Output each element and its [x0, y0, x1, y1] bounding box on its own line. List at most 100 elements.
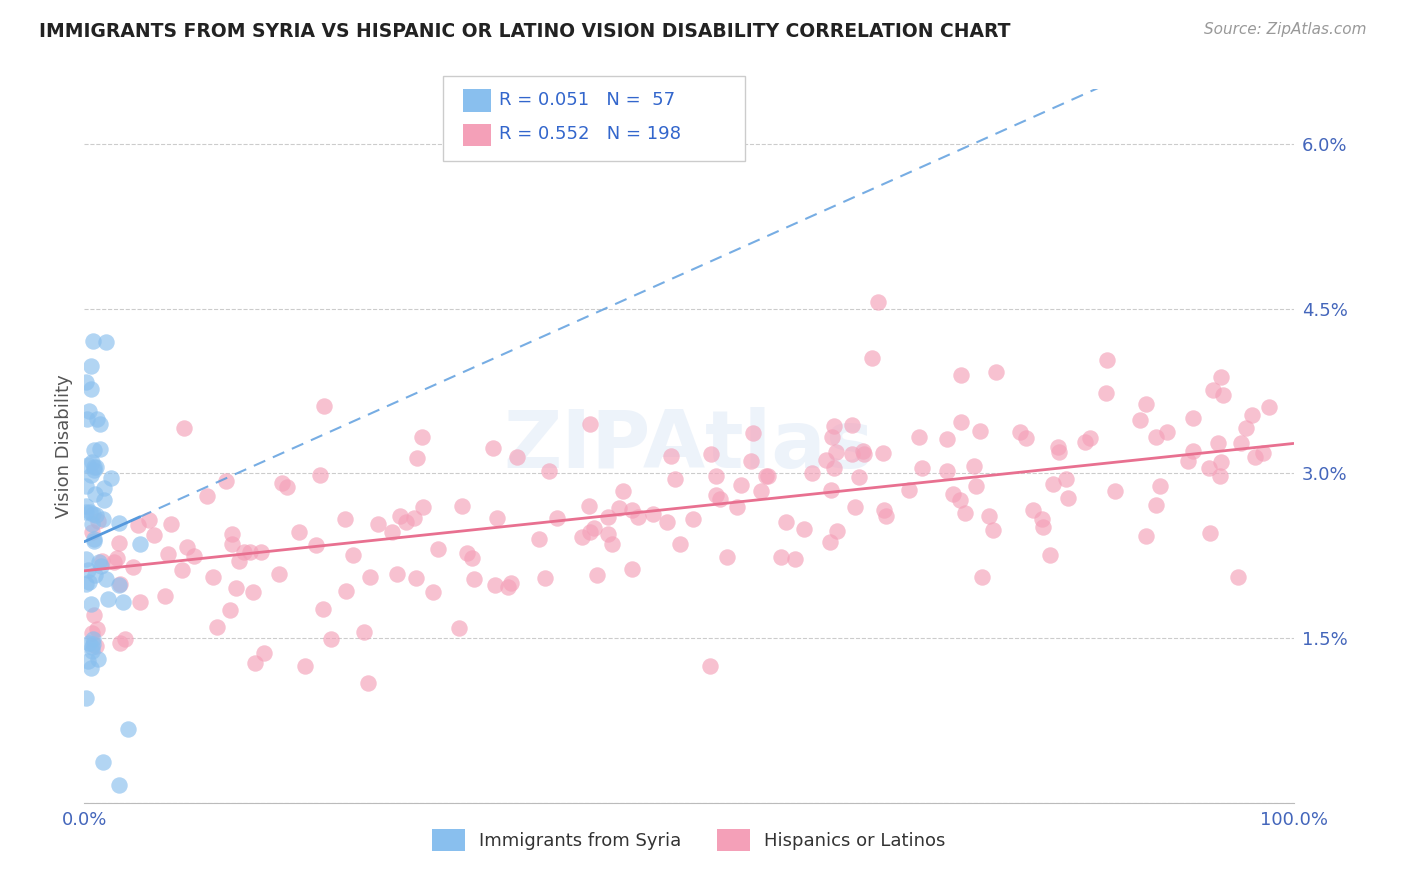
Point	[1240, 408, 1263, 422]
Point	[94, 572, 117, 586]
Point	[1201, 383, 1223, 397]
Point	[586, 568, 609, 582]
Point	[360, 570, 382, 584]
Point	[579, 417, 602, 432]
Point	[80, 517, 103, 532]
Point	[82, 644, 104, 658]
Point	[288, 524, 311, 539]
Point	[405, 450, 427, 465]
Point	[482, 442, 505, 456]
Point	[342, 549, 364, 563]
Point	[80, 626, 103, 640]
Point	[83, 533, 105, 547]
Point	[538, 464, 561, 478]
Point	[704, 469, 727, 483]
Point	[75, 375, 97, 389]
Point	[1258, 400, 1281, 414]
Point	[233, 545, 256, 559]
Text: IMMIGRANTS FROM SYRIA VS HISPANIC OR LATINO VISION DISABILITY CORRELATION CHART: IMMIGRANTS FROM SYRIA VS HISPANIC OR LAT…	[39, 22, 1011, 41]
Point	[87, 555, 110, 569]
Point	[86, 411, 108, 425]
Point	[1042, 476, 1064, 491]
Point	[395, 515, 418, 529]
Point	[105, 551, 128, 566]
Point	[852, 444, 875, 458]
Point	[84, 508, 107, 522]
Point	[76, 654, 98, 668]
Point	[868, 295, 890, 310]
Point	[627, 510, 650, 524]
Point	[86, 652, 108, 666]
Point	[825, 445, 848, 459]
Point	[83, 442, 105, 457]
Point	[121, 560, 143, 574]
Point	[949, 492, 972, 507]
Point	[600, 537, 623, 551]
Point	[128, 595, 150, 609]
Point	[86, 622, 108, 636]
Point	[108, 778, 131, 792]
Point	[422, 585, 444, 599]
Point	[977, 509, 1000, 524]
Point	[80, 359, 103, 373]
Point	[941, 487, 963, 501]
Point	[875, 508, 897, 523]
Point	[704, 488, 727, 502]
Point	[643, 507, 665, 521]
Point	[534, 571, 557, 585]
Point	[1234, 421, 1257, 435]
Point	[1031, 512, 1053, 526]
Point	[872, 446, 894, 460]
Point	[82, 640, 104, 654]
Point	[108, 576, 131, 591]
Point	[91, 756, 114, 770]
Point	[579, 524, 602, 539]
Point	[388, 508, 411, 523]
Point	[128, 517, 150, 532]
Point	[79, 505, 101, 519]
Point	[742, 426, 765, 441]
Point	[583, 521, 606, 535]
Point	[77, 575, 100, 590]
Point	[84, 568, 107, 582]
Point	[294, 658, 316, 673]
Point	[1135, 528, 1157, 542]
Point	[970, 569, 993, 583]
Point	[527, 533, 550, 547]
Point	[1094, 386, 1116, 401]
Point	[75, 577, 97, 591]
Point	[793, 522, 815, 536]
Point	[936, 464, 959, 478]
Point	[367, 517, 389, 532]
Point	[969, 424, 991, 438]
Point	[1243, 450, 1265, 464]
Point	[664, 472, 686, 486]
Text: ZIPAtlas: ZIPAtlas	[503, 407, 875, 485]
Point	[76, 411, 98, 425]
Point	[90, 558, 112, 573]
Point	[785, 551, 807, 566]
Point	[950, 415, 973, 429]
Point	[501, 576, 523, 591]
Point	[484, 578, 506, 592]
Point	[841, 447, 863, 461]
Point	[823, 461, 845, 475]
Point	[91, 512, 114, 526]
Text: R = 0.552   N = 198: R = 0.552 N = 198	[499, 125, 681, 143]
Point	[96, 334, 118, 349]
Point	[756, 469, 779, 483]
Point	[730, 478, 752, 492]
Point	[221, 526, 243, 541]
Point	[749, 483, 772, 498]
Point	[75, 479, 97, 493]
Point	[100, 470, 122, 484]
Point	[221, 536, 243, 550]
Point	[1208, 469, 1230, 483]
Point	[984, 365, 1007, 379]
Legend: Immigrants from Syria, Hispanics or Latinos: Immigrants from Syria, Hispanics or Lati…	[425, 822, 953, 858]
Point	[1144, 430, 1167, 444]
Point	[456, 546, 478, 560]
Point	[1208, 436, 1230, 450]
Point	[1054, 472, 1077, 486]
Point	[1226, 570, 1249, 584]
